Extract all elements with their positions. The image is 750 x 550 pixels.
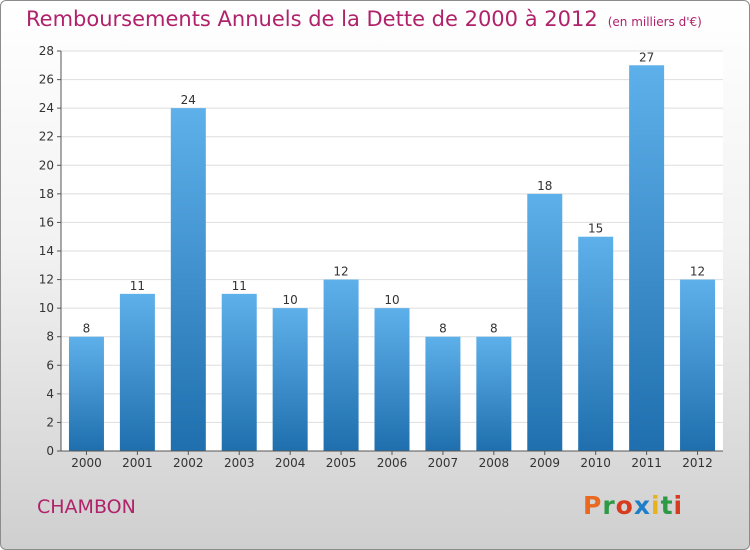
y-tick-label: 12 (39, 273, 54, 287)
data-label: 8 (83, 322, 91, 336)
bar (272, 308, 308, 451)
unit-label: (en milliers d'€) (607, 15, 702, 29)
data-label: 24 (181, 93, 196, 107)
data-label: 8 (490, 322, 498, 336)
bar (221, 293, 257, 451)
logo-letter: t (660, 491, 674, 520)
y-tick-label: 0 (46, 444, 54, 458)
y-tick-label: 2 (46, 415, 54, 429)
logo-letter: x (633, 491, 651, 520)
commune-name: CHAMBON (37, 496, 136, 518)
y-tick-label: 6 (46, 358, 54, 372)
chart-title: Remboursements Annuels de la Dette de 20… (26, 7, 702, 31)
x-tick-label: 2001 (122, 456, 153, 470)
title-text: Remboursements Annuels de la Dette de 20… (26, 7, 598, 31)
logo-letter: i (673, 491, 684, 520)
x-tick-label: 2012 (682, 456, 713, 470)
data-label: 11 (232, 279, 247, 293)
logo-letter: o (615, 491, 634, 520)
bar (425, 336, 461, 451)
bar (374, 308, 410, 451)
y-tick-label: 28 (39, 44, 54, 58)
y-tick-label: 8 (46, 330, 54, 344)
y-tick-label: 20 (39, 158, 54, 172)
y-tick-label: 16 (39, 215, 54, 229)
x-tick-label: 2007 (428, 456, 459, 470)
data-label: 27 (639, 50, 654, 64)
logo-letter: P (583, 491, 603, 520)
bar (527, 193, 563, 451)
x-tick-label: 2006 (377, 456, 408, 470)
logo-letter: i (651, 491, 661, 520)
x-tick-label: 2002 (173, 456, 204, 470)
bar (68, 336, 104, 451)
proxiti-logo: Proxiti (583, 491, 683, 520)
x-tick-label: 2005 (326, 456, 357, 470)
data-label: 11 (130, 279, 145, 293)
x-tick-label: 2010 (580, 456, 611, 470)
data-label: 18 (537, 179, 552, 193)
bar (323, 279, 359, 451)
data-label: 10 (283, 293, 298, 307)
x-tick-label: 2011 (631, 456, 662, 470)
bar (476, 336, 512, 451)
x-tick-label: 2003 (224, 456, 255, 470)
data-label: 10 (384, 293, 399, 307)
y-tick-label: 14 (39, 244, 54, 258)
y-tick-label: 18 (39, 187, 54, 201)
bar (170, 108, 206, 452)
y-tick-label: 10 (39, 301, 54, 315)
x-tick-label: 2004 (275, 456, 306, 470)
x-tick-label: 2009 (529, 456, 560, 470)
bar (629, 65, 665, 452)
bar (578, 236, 614, 451)
bar (680, 279, 716, 451)
x-tick-label: 2008 (479, 456, 510, 470)
data-label: 12 (333, 265, 348, 279)
data-label: 12 (690, 265, 705, 279)
data-label: 15 (588, 222, 603, 236)
bar (119, 293, 155, 451)
logo-letter: r (602, 491, 616, 520)
y-tick-label: 4 (46, 387, 54, 401)
y-tick-label: 22 (39, 130, 54, 144)
y-tick-label: 26 (39, 73, 54, 87)
y-tick-label: 24 (39, 101, 54, 115)
x-tick-label: 2000 (71, 456, 102, 470)
data-label: 8 (439, 322, 447, 336)
